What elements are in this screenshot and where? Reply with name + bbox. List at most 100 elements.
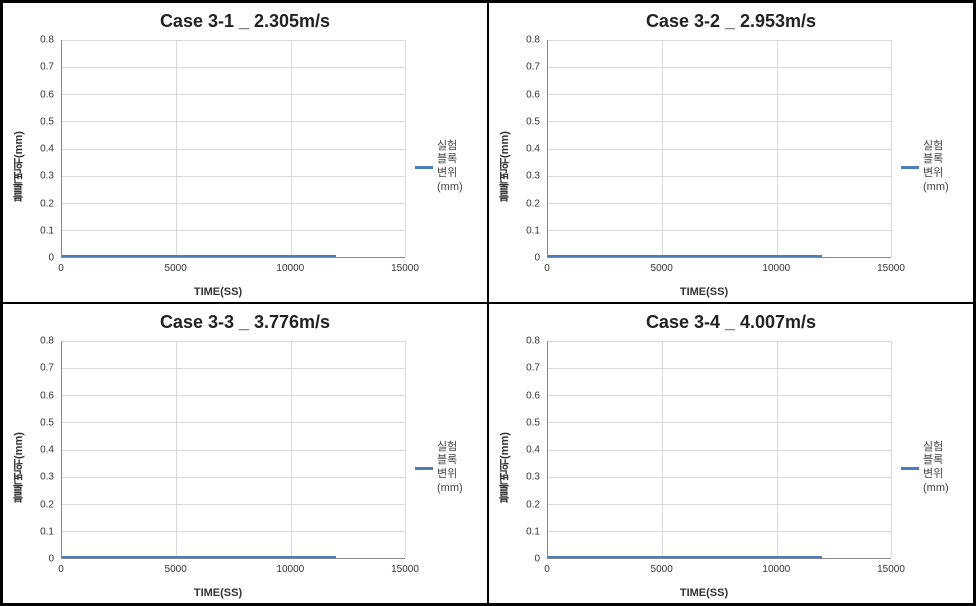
gridline-vertical — [405, 40, 406, 257]
x-axis-label: TIME(SS) — [27, 587, 409, 599]
gridline-horizontal — [62, 94, 405, 95]
chart-row: 블록변위(mm) 00.10.20.30.40.50.60.70.8050001… — [11, 337, 479, 599]
panel-0: Case 3-1 _ 2.305m/s 블록변위(mm) 00.10.20.30… — [2, 2, 488, 303]
y-axis-label: 블록변위(mm) — [497, 337, 513, 599]
gridline-horizontal — [548, 395, 891, 396]
y-tick-label: 0 — [31, 554, 57, 565]
gridline-horizontal — [548, 94, 891, 95]
legend-label: 실험 블록 변위 (mm) — [923, 441, 949, 496]
x-tick-label: 0 — [58, 564, 64, 575]
y-tick-label: 0.6 — [31, 89, 57, 100]
plot-wrap: 00.10.20.30.40.50.60.70.8050001000015000… — [27, 337, 409, 599]
gridline-horizontal — [548, 341, 891, 342]
x-tick-label: 15000 — [391, 564, 419, 575]
y-axis-label: 블록변위(mm) — [11, 337, 27, 599]
gridline-horizontal — [62, 341, 405, 342]
legend: 실험 블록 변위 (mm) — [895, 36, 965, 298]
plot-wrap: 00.10.20.30.40.50.60.70.8050001000015000… — [513, 337, 895, 599]
legend-item: 실험 블록 변위 (mm) — [901, 441, 949, 496]
y-tick-label: 0.5 — [31, 417, 57, 428]
y-tick-label: 0.7 — [517, 363, 543, 374]
gridline-horizontal — [548, 477, 891, 478]
legend-swatch — [901, 467, 919, 470]
chart-title: Case 3-1 _ 2.305m/s — [11, 11, 479, 32]
chart-title: Case 3-3 _ 3.776m/s — [11, 312, 479, 333]
y-tick-label: 0.4 — [31, 144, 57, 155]
plot: 00.10.20.30.40.50.60.70.8050001000015000 — [517, 36, 895, 284]
x-tick-label: 10000 — [276, 263, 304, 274]
plot-wrap: 00.10.20.30.40.50.60.70.8050001000015000… — [513, 36, 895, 298]
x-tick-label: 10000 — [762, 263, 790, 274]
gridline-horizontal — [62, 203, 405, 204]
y-tick-label: 0.3 — [31, 171, 57, 182]
legend-item: 실험 블록 변위 (mm) — [415, 140, 463, 195]
data-series-line — [62, 255, 336, 257]
legend-item: 실험 블록 변위 (mm) — [415, 441, 463, 496]
y-tick-label: 0.2 — [517, 198, 543, 209]
y-tick-label: 0.5 — [517, 116, 543, 127]
y-tick-label: 0.4 — [31, 445, 57, 456]
legend-label: 실험 블록 변위 (mm) — [923, 140, 949, 195]
gridline-horizontal — [548, 531, 891, 532]
gridline-vertical — [662, 40, 663, 257]
gridline-horizontal — [62, 395, 405, 396]
gridline-horizontal — [548, 67, 891, 68]
chart-row: 블록변위(mm) 00.10.20.30.40.50.60.70.8050001… — [497, 337, 965, 599]
data-series-line — [548, 556, 822, 558]
x-tick-label: 10000 — [762, 564, 790, 575]
panel-2: Case 3-3 _ 3.776m/s 블록변위(mm) 00.10.20.30… — [2, 303, 488, 604]
y-tick-label: 0.5 — [31, 116, 57, 127]
y-tick-label: 0.3 — [517, 171, 543, 182]
gridline-horizontal — [548, 504, 891, 505]
gridline-vertical — [176, 40, 177, 257]
gridline-horizontal — [548, 149, 891, 150]
gridline-horizontal — [548, 422, 891, 423]
y-axis-label: 블록변위(mm) — [497, 36, 513, 298]
gridline-horizontal — [548, 121, 891, 122]
gridline-horizontal — [62, 149, 405, 150]
gridline-vertical — [777, 40, 778, 257]
y-tick-label: 0 — [517, 554, 543, 565]
y-tick-label: 0.8 — [31, 336, 57, 347]
legend: 실험 블록 변위 (mm) — [895, 337, 965, 599]
y-tick-label: 0.2 — [31, 198, 57, 209]
panel-3: Case 3-4 _ 4.007m/s 블록변위(mm) 00.10.20.30… — [488, 303, 974, 604]
gridline-vertical — [891, 40, 892, 257]
gridline-vertical — [662, 341, 663, 558]
chart-row: 블록변위(mm) 00.10.20.30.40.50.60.70.8050001… — [11, 36, 479, 298]
gridline-horizontal — [62, 121, 405, 122]
y-tick-label: 0.6 — [31, 390, 57, 401]
chart-title: Case 3-4 _ 4.007m/s — [497, 312, 965, 333]
gridline-horizontal — [62, 531, 405, 532]
gridline-horizontal — [548, 40, 891, 41]
x-tick-label: 0 — [544, 263, 550, 274]
legend-label: 실험 블록 변위 (mm) — [437, 140, 463, 195]
gridline-horizontal — [62, 504, 405, 505]
gridline-horizontal — [62, 422, 405, 423]
gridline-horizontal — [62, 40, 405, 41]
gridline-vertical — [176, 341, 177, 558]
y-tick-label: 0.1 — [31, 526, 57, 537]
y-tick-label: 0.1 — [31, 225, 57, 236]
gridline-horizontal — [62, 176, 405, 177]
gridline-horizontal — [62, 477, 405, 478]
x-axis-label: TIME(SS) — [513, 587, 895, 599]
plot-area — [547, 341, 891, 559]
y-tick-label: 0.8 — [517, 336, 543, 347]
data-series-line — [62, 556, 336, 558]
gridline-horizontal — [548, 230, 891, 231]
x-axis-label: TIME(SS) — [513, 286, 895, 298]
legend-swatch — [901, 166, 919, 169]
gridline-vertical — [291, 40, 292, 257]
y-tick-label: 0.8 — [31, 35, 57, 46]
gridline-horizontal — [62, 368, 405, 369]
x-tick-label: 0 — [544, 564, 550, 575]
gridline-vertical — [891, 341, 892, 558]
plot: 00.10.20.30.40.50.60.70.8050001000015000 — [517, 337, 895, 585]
y-tick-label: 0.7 — [31, 62, 57, 73]
legend-swatch — [415, 166, 433, 169]
y-tick-label: 0.6 — [517, 89, 543, 100]
x-tick-label: 10000 — [276, 564, 304, 575]
legend: 실험 블록 변위 (mm) — [409, 36, 479, 298]
plot: 00.10.20.30.40.50.60.70.8050001000015000 — [31, 337, 409, 585]
